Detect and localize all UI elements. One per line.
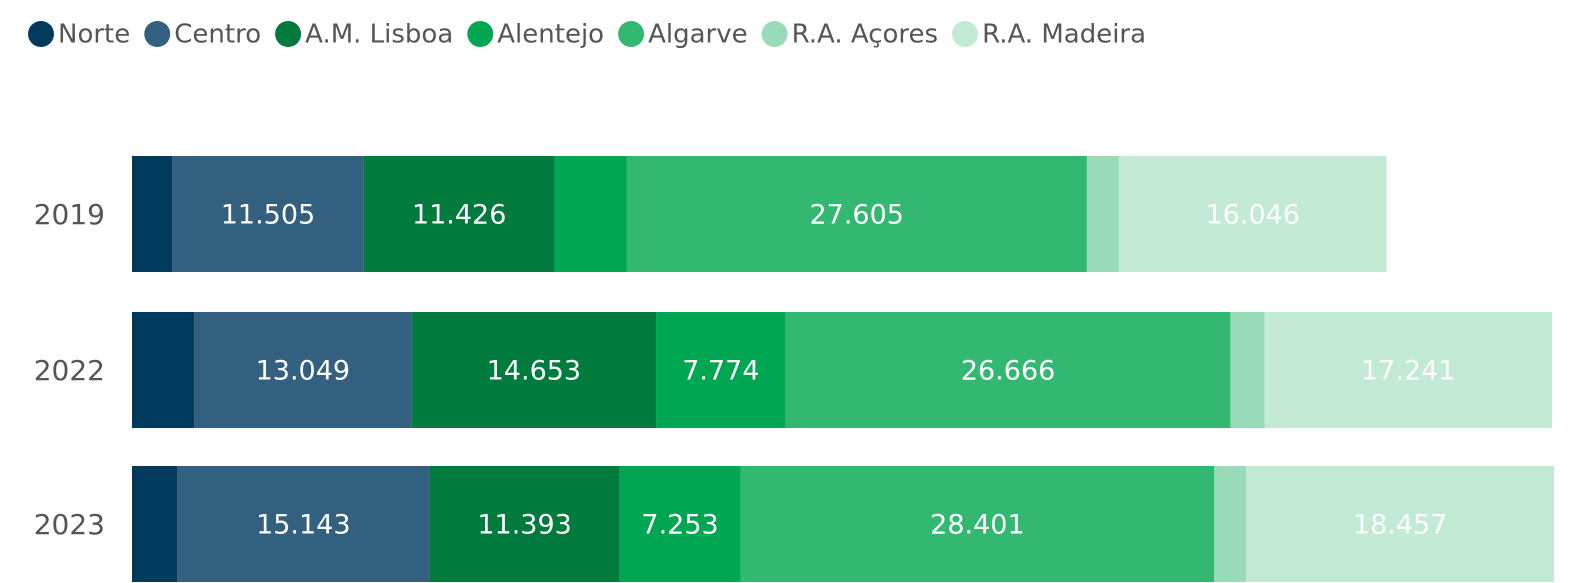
bar-segment (1230, 312, 1265, 428)
value-label: 17.241 (1361, 356, 1455, 387)
bar-segment (172, 156, 364, 272)
category-label: 2022 (34, 354, 105, 387)
bar-segment (1086, 156, 1119, 272)
bar-segment (1118, 156, 1387, 272)
bar-segment (411, 312, 657, 428)
legend-swatch (618, 21, 645, 47)
value-label: 11.426 (412, 200, 506, 231)
bar-segment (619, 466, 741, 582)
bar-segment (132, 312, 195, 428)
bar-segment (194, 312, 412, 428)
legend-label: Norte (58, 20, 130, 50)
category-label: 2023 (34, 508, 105, 541)
value-label: 28.401 (930, 510, 1024, 541)
bar-segment (429, 466, 620, 582)
bar-segment (785, 312, 1231, 428)
value-label: 18.457 (1353, 510, 1447, 541)
bar-segment (656, 312, 786, 428)
legend-label: R.A. Açores (792, 20, 938, 50)
value-label: 11.505 (221, 200, 315, 231)
value-label: 15.143 (256, 510, 350, 541)
legend-label: Centro (174, 20, 261, 50)
value-label: 11.393 (477, 510, 571, 541)
legend-label: Alentejo (497, 20, 604, 50)
legend-label: Algarve (648, 20, 748, 50)
value-label: 14.653 (487, 356, 581, 387)
bar-segment (132, 156, 173, 272)
legend-swatch (28, 21, 54, 47)
bar-segment (1264, 312, 1553, 428)
bar-segment (554, 156, 627, 272)
bar-segment (740, 466, 1215, 582)
value-label: 13.049 (256, 356, 350, 387)
bar-segment (132, 466, 178, 582)
legend-swatch (952, 21, 979, 47)
legend-swatch (275, 21, 302, 47)
bar-segment (177, 466, 430, 582)
value-label: 16.046 (1206, 200, 1300, 231)
legend-swatch (467, 21, 494, 47)
legend-swatch (761, 21, 788, 47)
value-label: 26.666 (961, 356, 1055, 387)
value-label: 27.605 (809, 200, 903, 231)
bar-segment (1246, 466, 1555, 582)
value-label: 7.253 (641, 510, 718, 541)
value-label: 7.774 (682, 356, 759, 387)
bar-segment (1214, 466, 1247, 582)
legend-label: R.A. Madeira (982, 20, 1146, 50)
category-label: 2019 (34, 198, 105, 231)
legend-label: A.M. Lisboa (305, 20, 453, 50)
legend-swatch (144, 21, 171, 47)
bar-segment (363, 156, 555, 272)
bar-segment (626, 156, 1087, 272)
